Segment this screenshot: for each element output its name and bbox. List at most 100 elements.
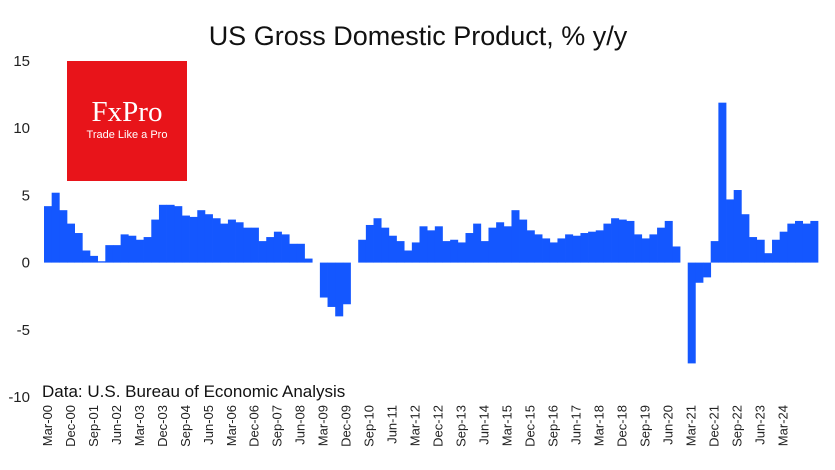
x-tick-label: Mar-09 [316,405,331,446]
bar [434,226,443,263]
bar [112,245,121,263]
bar [749,237,758,263]
bar [779,231,788,263]
bar [626,220,635,263]
x-tick-label: Jun-08 [293,405,308,445]
bar [764,253,773,263]
bar [580,233,589,263]
bar [327,262,336,307]
bar [473,223,482,263]
bar [787,223,796,263]
bars-series [44,102,819,364]
bar [174,206,183,263]
chart-title: US Gross Domestic Product, % y/y [209,21,628,51]
bar [756,239,765,263]
x-tick-label: Jun-05 [201,405,216,445]
bar [488,227,497,263]
x-tick-label: Mar-24 [776,405,791,446]
bar [404,250,413,263]
bar [166,204,175,263]
logo-box [67,61,187,181]
bar [365,224,374,263]
bar [381,227,390,263]
bar [618,219,627,263]
x-tick-label: Jun-11 [385,405,400,444]
y-tick-label: -10 [8,389,30,406]
bar [565,234,574,263]
bar [82,250,91,263]
bar [227,219,236,263]
bar [74,233,83,263]
bar [342,262,351,305]
x-tick-label: Jun-02 [109,405,124,445]
bar [503,226,512,263]
bar [120,234,129,263]
logo-tagline: Trade Like a Pro [87,129,168,141]
bar [51,192,60,263]
bar [726,199,735,263]
fxpro-logo: FxPro Trade Like a Pro [67,61,187,181]
bar [649,234,658,263]
bar [143,237,152,263]
bar [273,231,282,263]
x-tick-label: Dec-18 [615,405,630,447]
x-tick-label: Mar-12 [408,405,423,446]
bar [657,227,666,263]
bar [465,233,474,263]
x-tick-label: Dec-00 [63,405,78,447]
y-axis: 15 10 5 0 -5 -10 [8,53,30,406]
x-tick-label: Sep-19 [638,405,653,447]
bar [772,239,781,263]
y-tick-label: 0 [22,255,30,272]
bar [289,243,298,263]
bar [189,216,198,263]
bar [243,227,252,263]
bar [158,204,167,263]
bar [304,258,313,263]
bar [526,230,535,263]
bar [557,238,566,263]
bar [511,210,520,263]
x-axis: Mar-00 Dec-00 Sep-01 Jun-02 Mar-03 Dec-03 Sep-… [40,405,791,447]
bar [695,262,704,283]
bar [419,226,428,263]
bar [181,215,190,263]
bar [733,190,742,263]
x-tick-label: Dec-03 [155,405,170,447]
bar [373,218,382,263]
bar [496,222,505,263]
bar [549,242,558,263]
x-tick-label: Jun-23 [753,405,768,445]
bar [542,238,551,263]
bar [810,220,819,263]
bar [411,242,420,263]
bar [235,222,244,263]
x-tick-label: Sep-07 [270,405,285,447]
bar [89,255,98,263]
bar [741,214,750,263]
y-tick-label: 15 [13,53,30,70]
bar [204,214,213,263]
bar [603,223,612,263]
x-tick-label: Mar-06 [224,405,239,446]
bar [442,241,451,263]
bar [59,210,68,263]
bar [128,235,137,263]
x-tick-label: Mar-03 [132,405,147,446]
source-note: Data: U.S. Bureau of Economic Analysis [42,382,345,401]
bar [296,243,305,263]
bar [519,219,528,263]
bar [135,239,144,263]
x-tick-label: Dec-06 [247,405,262,447]
bar [335,262,344,317]
bar [611,218,620,263]
x-tick-label: Jun-20 [661,405,676,445]
bar [703,262,712,278]
bar [250,227,259,263]
bar [151,219,160,263]
x-tick-label: Sep-04 [178,405,193,447]
bar [450,239,459,263]
x-tick-label: Dec-09 [339,405,354,447]
x-tick-label: Dec-21 [707,405,722,447]
